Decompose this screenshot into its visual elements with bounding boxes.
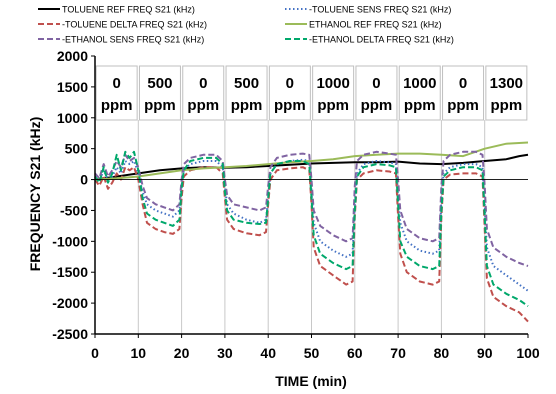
x-tick-label: 90 [477,345,493,361]
y-tick-label: 0 [80,172,88,188]
phase-boundaries [137,120,486,334]
y-tick-label: -2500 [52,326,88,342]
x-tick-label: 50 [304,345,320,361]
annotation-box [485,65,528,121]
annotation-value: 1300 [490,75,523,92]
axes: -2500-2000-1500-1000-5000500100015002000… [52,48,540,361]
annotation-box [182,65,225,121]
y-tick-label: -1000 [52,233,88,249]
legend: TOLUENE REF FREQ S21 (kHz) -TOLUENE SENS … [38,5,454,45]
annotation-box [138,65,181,121]
y-tick-label: 2000 [57,48,88,64]
annotation-value: 0 [459,75,467,92]
x-tick-label: 40 [260,345,276,361]
x-tick-label: 20 [174,345,190,361]
annotation-unit: ppm [491,97,523,114]
x-tick-label: 10 [131,345,147,361]
annotation-unit: ppm [274,97,306,114]
series-line [94,141,529,181]
annotation-unit: ppm [187,97,219,114]
series-line [94,166,529,323]
annotation-unit: ppm [361,97,393,114]
annotation-value: 0 [286,75,294,92]
legend-entry: -ETHANOL DELTA FREQ S21 (kHz) [309,35,454,45]
x-tick-label: 100 [516,345,540,361]
annotation-box [268,65,311,121]
annotation-unit: ppm [404,97,436,114]
annotation-value: 500 [234,75,259,92]
annotation-box [225,65,268,121]
y-tick-label: -1500 [52,264,88,280]
x-tick-label: 60 [347,345,363,361]
annotation-value: 1000 [403,75,436,92]
legend-entry: ETHANOL REF FREQ S21 (kHz) [309,20,442,30]
y-tick-label: 1000 [57,110,88,126]
legend-entry: -TOLUENE DELTA FREQ S21 (kHz) [62,20,207,30]
annotation-value: 0 [372,75,380,92]
annotation-value: 500 [147,75,172,92]
annotation-value: 1000 [316,75,349,92]
annotation-unit: ppm [231,97,263,114]
legend-entry: TOLUENE REF FREQ S21 (kHz) [62,5,195,15]
x-tick-label: 0 [91,345,99,361]
annotation-box [398,65,441,121]
y-tick-label: -500 [60,202,88,218]
annotation-boxes: 0 ppm 500 ppm 0 ppm 500 ppm 0 ppm 1000 ppm 0 ppm 1000 p… [95,65,528,121]
annotation-unit: ppm [447,97,479,114]
series-line [94,150,529,308]
annotation-box [355,65,398,121]
x-axis-label: TIME (min) [275,373,347,389]
annotation-box [95,65,138,121]
series-line [94,153,529,181]
annotation-value: 0 [199,75,207,92]
annotation-box [312,65,355,121]
annotation-unit: ppm [144,97,176,114]
legend-entry: -TOLUENE SENS FREQ S21 (kHz) [309,5,451,15]
x-tick-label: 30 [217,345,233,361]
y-tick-label: 1500 [57,79,88,95]
y-axis-label: FREQUENCY S21 (kHz) [27,117,43,272]
annotation-unit: ppm [317,97,349,114]
annotation-box [442,65,485,121]
x-tick-label: 80 [434,345,450,361]
legend-entry: -ETHANOL SENS FREQ S21 (kHz) [62,35,204,45]
annotation-value: 0 [112,75,120,92]
y-tick-label: -2000 [52,295,88,311]
x-tick-label: 70 [390,345,406,361]
annotation-unit: ppm [101,97,133,114]
y-tick-label: 500 [65,141,89,157]
